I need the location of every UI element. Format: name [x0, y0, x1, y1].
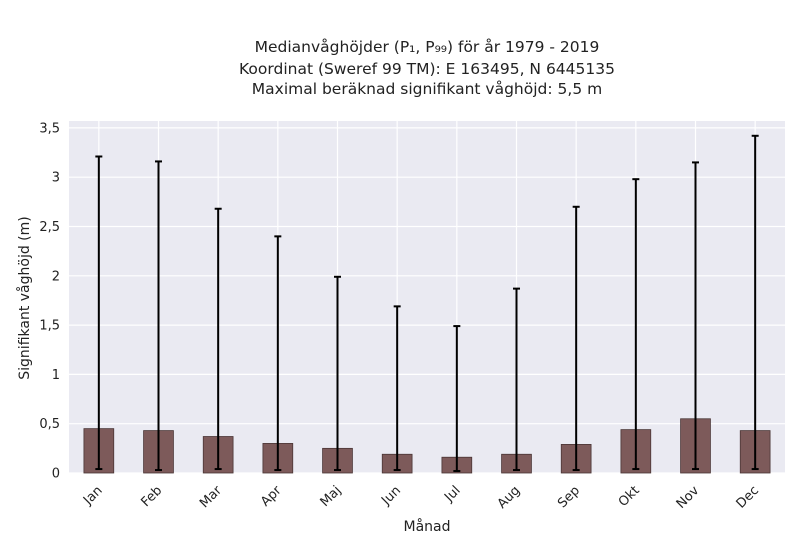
chart-title-line-1: Medianvåghöjder (P₁, P₉₉) för år 1979 - …	[255, 38, 600, 56]
x-tick-label: Sep	[555, 483, 583, 511]
plot-area	[69, 121, 785, 473]
chart-title-line-3: Maximal beräknad signifikant våghöjd: 5,…	[252, 80, 602, 98]
y-tick-label: 0	[52, 467, 60, 482]
y-tick-label: 1	[52, 368, 60, 383]
error-bars	[95, 134, 759, 473]
y-tick-label: 3	[52, 171, 60, 186]
errorbar-sep	[572, 205, 580, 472]
errorbar-nov	[692, 161, 699, 471]
x-tick-label: Mar	[197, 483, 225, 511]
x-tick-label: Feb	[138, 483, 165, 510]
chart-title-line-2: Koordinat (Sweref 99 TM): E 163495, N 64…	[239, 60, 615, 78]
errorbar-jun	[393, 305, 401, 472]
y-tick-label: 1,5	[39, 319, 60, 334]
errorbar-okt	[632, 178, 640, 471]
x-tick-label: Nov	[674, 483, 703, 512]
chart-title: Medianvåghöjder (P₁, P₉₉) för år 1979 - …	[239, 38, 615, 98]
x-tick-label: Apr	[258, 483, 285, 510]
x-tick-label: Jul	[441, 483, 463, 505]
y-tick-label: 2,5	[39, 220, 60, 235]
errorbar-feb	[155, 160, 162, 472]
x-tick-label: Jan	[80, 483, 105, 508]
errorbar-dec	[751, 134, 759, 471]
errorbar-apr	[274, 235, 282, 472]
x-axis-label: Månad	[404, 518, 451, 535]
x-tick-label: Jun	[378, 483, 404, 509]
x-tick-label: Aug	[495, 483, 524, 512]
errorbar-jan	[95, 155, 103, 471]
errorbar-maj	[334, 275, 341, 472]
x-tick-label: Okt	[616, 483, 643, 510]
x-tick-label: Maj	[318, 483, 345, 510]
errorbar-mar	[214, 207, 222, 471]
errorbar-aug	[513, 287, 520, 472]
y-tick-label: 2	[52, 269, 60, 284]
y-axis-label: Signifikant våghöjd (m)	[16, 216, 33, 379]
y-axis-ticks: 0 0,5 1 1,5 2 2,5 3 3,5	[39, 121, 60, 481]
errorbar-jul	[453, 325, 461, 473]
x-axis-ticks: Jan Feb Mar Apr Maj Jun Jul Aug Sep Okt Nov Dec	[80, 483, 762, 512]
y-tick-label: 3,5	[39, 121, 60, 136]
x-tick-label: Dec	[734, 483, 762, 511]
y-tick-label: 0,5	[39, 417, 60, 432]
